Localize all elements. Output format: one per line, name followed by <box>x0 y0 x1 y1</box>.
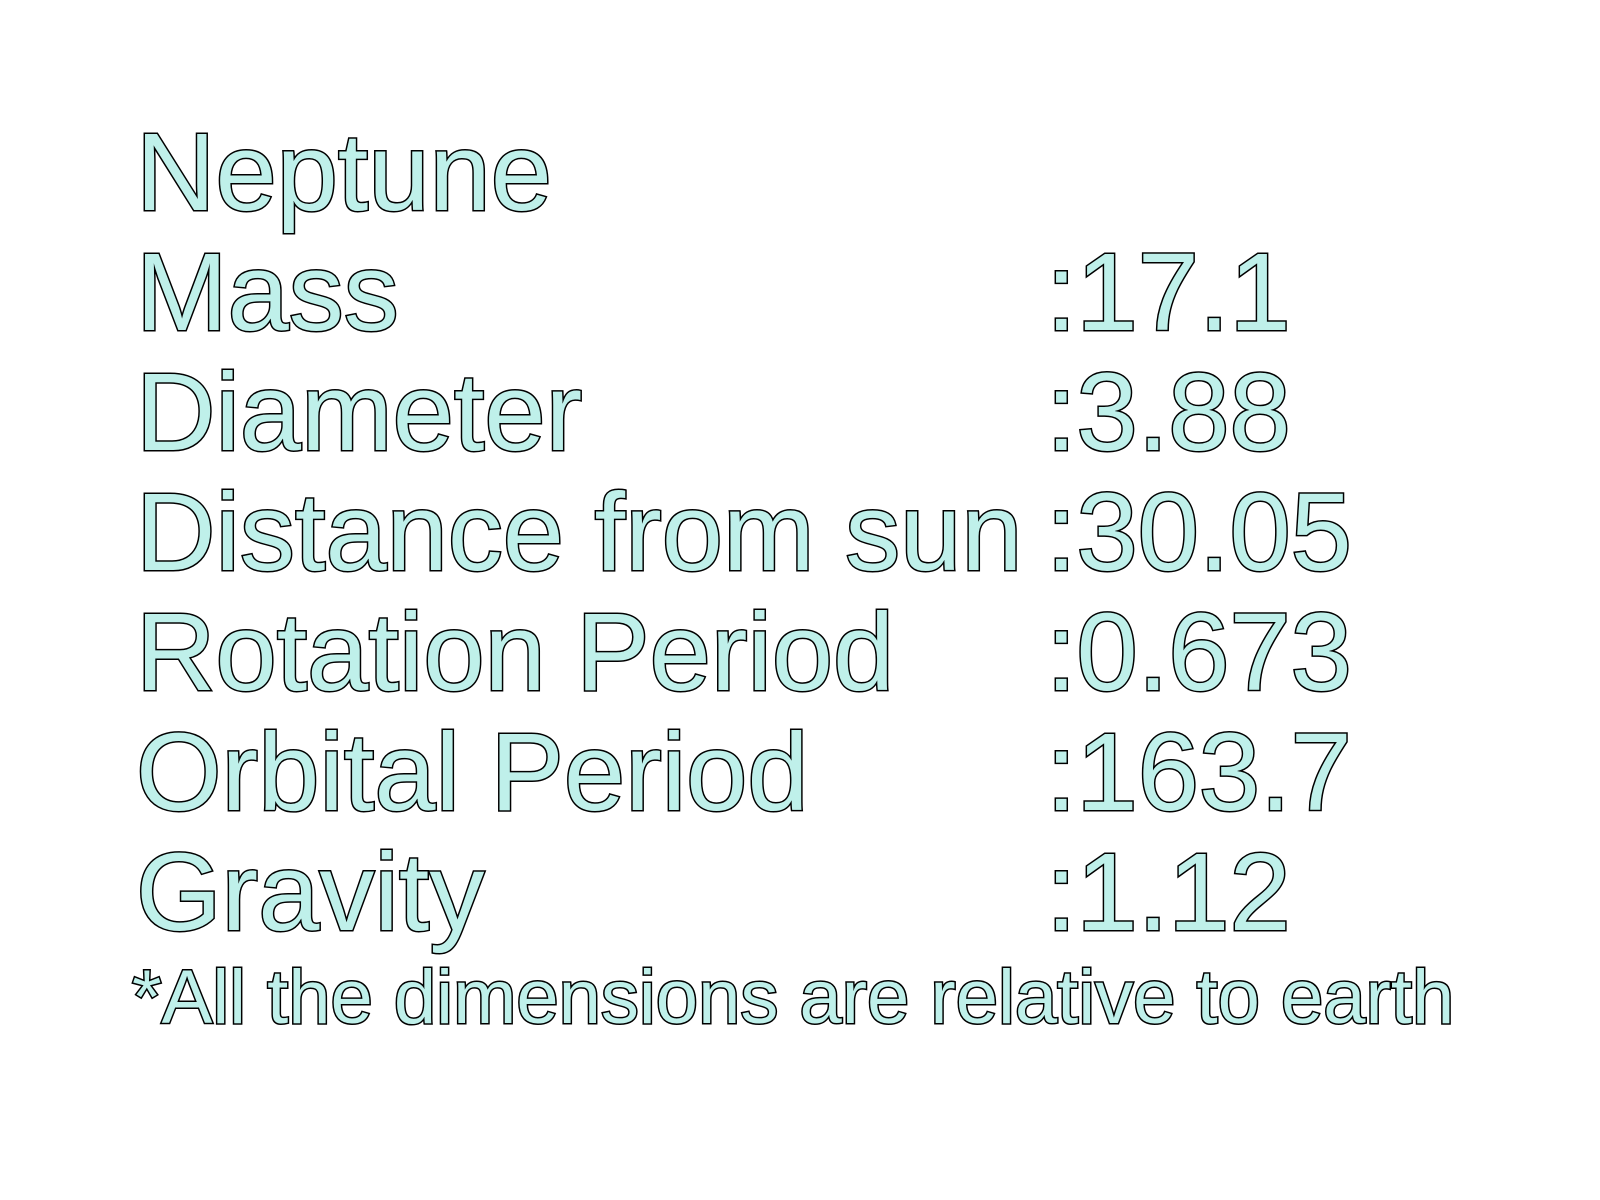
stat-value: :163.7 <box>1045 711 1354 834</box>
stat-row-distance-from-sun: Distance from sun :30.05 <box>134 471 1436 594</box>
stat-row-orbital-period: Orbital Period :163.7 <box>135 711 1436 834</box>
stat-value: :0.673 <box>1045 591 1354 714</box>
stat-row-mass: Mass :17.1 <box>135 231 1436 354</box>
stat-label: Distance from sun <box>134 471 1023 594</box>
stat-label: Orbital Period <box>135 711 811 834</box>
footnote: *All the dimensions are relative to eart… <box>130 955 1455 1040</box>
stat-value: :30.05 <box>1045 471 1354 594</box>
stat-value: :1.12 <box>1045 831 1293 954</box>
stat-row-diameter: Diameter :3.88 <box>134 351 1436 474</box>
stat-label: Rotation Period <box>134 591 895 714</box>
stat-row-gravity: Gravity :1.12 <box>134 831 1436 954</box>
stat-label: Diameter <box>134 351 583 474</box>
stat-value: :3.88 <box>1045 351 1293 474</box>
stat-row-rotation-period: Rotation Period :0.673 <box>134 591 1436 714</box>
planet-title: Neptune <box>135 111 554 234</box>
stat-label: Mass <box>135 231 401 354</box>
stat-value: :17.1 <box>1045 231 1293 354</box>
stat-label: Gravity <box>134 831 485 954</box>
